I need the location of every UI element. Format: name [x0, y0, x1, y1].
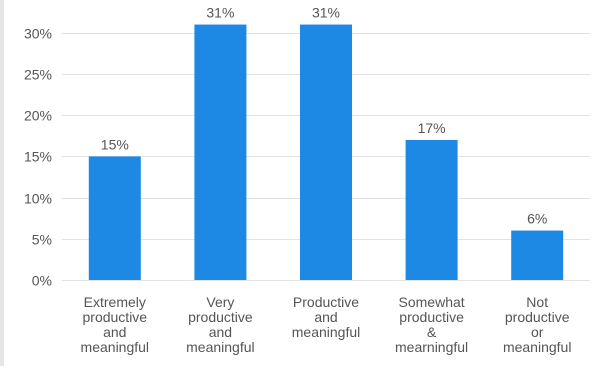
data-label: 31% [312, 5, 340, 21]
data-label: 15% [101, 136, 129, 152]
x-tick-label-line: meaningful [81, 339, 150, 355]
x-tick-label: Very productive and meaningful [186, 294, 255, 355]
y-tick-label: 5% [32, 232, 52, 248]
left-edge-rule [0, 0, 4, 366]
y-tick-label: 10% [24, 191, 52, 207]
x-tick-label: Productive and meaningful [292, 294, 361, 340]
x-tick-label-line: and [314, 309, 337, 325]
bar [511, 230, 564, 280]
x-tick-label-line: productive [188, 309, 253, 325]
bar [194, 24, 247, 281]
x-tick-label-line: and [103, 324, 126, 340]
data-label: 31% [206, 5, 234, 21]
x-tick-label-line: Somewhat [399, 294, 465, 310]
y-tick-label: 20% [24, 108, 52, 124]
x-tick-label-line: productive [505, 309, 570, 325]
x-tick-label-line: productive [399, 309, 464, 325]
x-tick-label-line: Not [526, 294, 548, 310]
x-tick-label-line: Productive [293, 294, 359, 310]
bars [88, 24, 564, 281]
data-label: 6% [527, 211, 547, 227]
y-tick-label: 25% [24, 67, 52, 83]
x-tick-label-line: productive [83, 309, 148, 325]
bar [300, 24, 352, 281]
bar [88, 156, 141, 280]
x-tick-label: Not productive or meaningful [503, 294, 572, 355]
x-tick-label-line: Extremely [84, 294, 146, 310]
x-tick-label: Extremely productive and meaningful [81, 294, 150, 355]
x-tick-label-line: meaningful [186, 339, 255, 355]
data-labels: 15% 31% 31% 17% 6% [101, 5, 548, 227]
y-axis-ticks: 0% 5% 10% 15% 20% 25% 30% [24, 26, 52, 289]
x-tick-label-line: & [427, 324, 437, 340]
gridlines [62, 33, 590, 281]
x-tick-label: Somewhat productive & mearningful [395, 294, 468, 355]
bar [405, 139, 458, 280]
data-label: 17% [418, 120, 446, 136]
x-tick-label-line: mearningful [395, 339, 468, 355]
x-tick-label-line: and [209, 324, 232, 340]
x-tick-label-line: meaningful [503, 339, 572, 355]
x-tick-label-line: or [531, 324, 544, 340]
x-tick-label-line: meaningful [292, 324, 361, 340]
x-tick-label-line: Very [206, 294, 234, 310]
y-tick-label: 0% [32, 273, 52, 289]
y-tick-label: 15% [24, 149, 52, 165]
y-tick-label: 30% [24, 26, 52, 42]
